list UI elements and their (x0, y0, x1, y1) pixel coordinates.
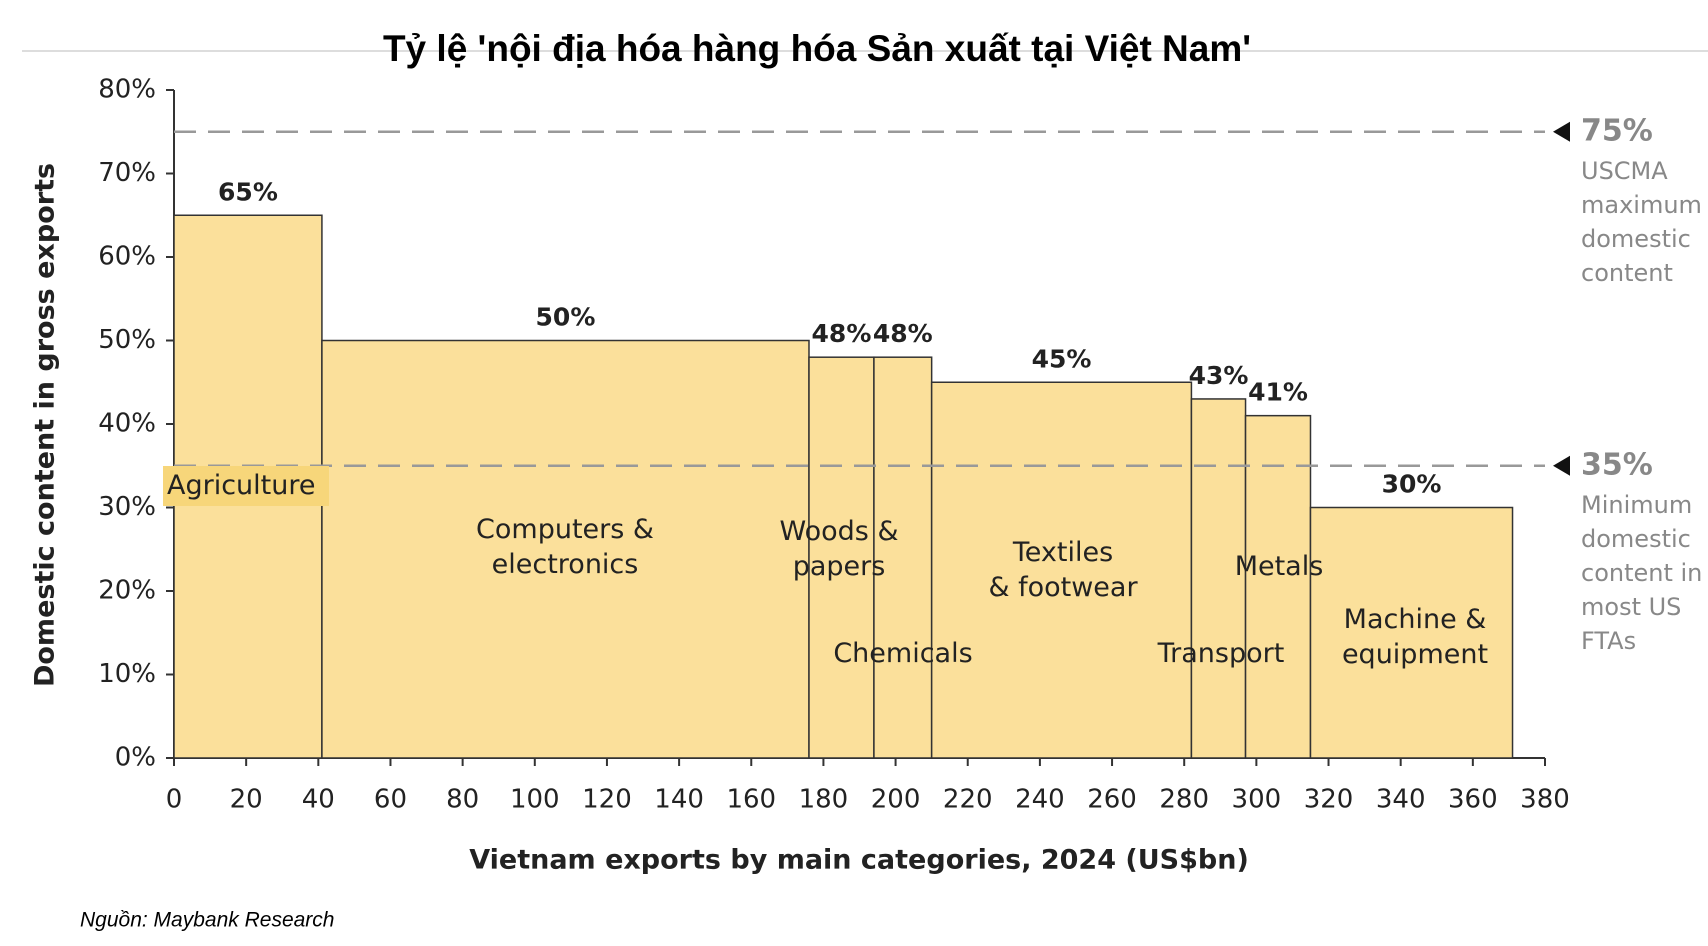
x-tick-label: 120 (582, 785, 632, 815)
x-tick-label: 20 (230, 785, 263, 815)
value-label: 50% (536, 303, 596, 332)
x-tick-label: 300 (1232, 785, 1282, 815)
category-label: Textiles & footwear (988, 537, 1138, 603)
reference-arrow (1553, 455, 1570, 476)
bar (1309, 506, 1514, 759)
x-tick-label: 280 (1159, 785, 1209, 815)
y-axis-title: Domestic content in gross exports (30, 163, 61, 687)
category-label: Transport (1157, 638, 1285, 669)
chart-title: Tỷ lệ 'nội địa hóa hàng hóa Sản xuất tại… (383, 28, 1251, 69)
bar (808, 356, 875, 759)
y-tick-label: 80% (98, 75, 156, 105)
y-tick-label: 40% (98, 409, 156, 439)
category-label: Computers & electronics (476, 514, 654, 580)
value-label: 45% (1032, 344, 1092, 373)
y-tick-label: 30% (98, 492, 156, 522)
category-label: Agriculture (167, 470, 316, 501)
x-tick-label: 260 (1087, 785, 1137, 815)
x-tick-label: 140 (654, 785, 704, 815)
x-tick-label: 40 (302, 785, 335, 815)
category-label: Machine & equipment (1342, 604, 1488, 670)
value-label: 65% (218, 177, 278, 206)
category-label: Chemicals (833, 638, 972, 669)
label-highlight (163, 466, 329, 506)
reference-note: maximum (1581, 191, 1702, 219)
x-tick-label: 0 (166, 785, 183, 815)
reference-note: FTAs (1581, 627, 1636, 655)
reference-label: 35% (1581, 447, 1653, 482)
y-tick-label: 10% (98, 659, 156, 689)
y-tick-label: 20% (98, 576, 156, 606)
x-tick-label: 160 (726, 785, 776, 815)
reference-note: most US (1581, 593, 1681, 621)
x-tick-label: 60 (374, 785, 407, 815)
x-tick-label: 340 (1376, 785, 1426, 815)
source-note: Nguồn: Maybank Research (80, 909, 334, 932)
x-axis-title: Vietnam exports by main categories, 2024… (469, 845, 1249, 876)
reference-note: domestic (1581, 525, 1691, 553)
y-tick-label: 0% (115, 743, 156, 773)
reference-note: USCMA (1581, 157, 1668, 185)
x-tick-label: 180 (799, 785, 849, 815)
bar (873, 356, 933, 759)
x-tick-label: 80 (446, 785, 479, 815)
bar (930, 381, 1193, 759)
y-tick-label: 60% (98, 242, 156, 272)
x-tick-label: 220 (943, 785, 993, 815)
reference-arrow (1553, 121, 1570, 142)
bar (1190, 398, 1247, 759)
bar (321, 339, 810, 759)
value-label: 43% (1189, 361, 1249, 390)
category-label: Metals (1235, 551, 1324, 582)
reference-label: 75% (1581, 113, 1653, 148)
x-tick-label: 200 (871, 785, 921, 815)
value-label: 48% (812, 319, 872, 348)
reference-note: content in (1581, 559, 1702, 587)
value-label: 30% (1382, 470, 1442, 499)
x-tick-label: 100 (510, 785, 560, 815)
x-tick-label: 360 (1448, 785, 1498, 815)
category-label: Woods & papers (780, 516, 899, 582)
value-label: 41% (1248, 378, 1308, 407)
value-label: 48% (873, 319, 933, 348)
reference-note: Minimum (1581, 491, 1692, 519)
reference-note: domestic (1581, 225, 1691, 253)
bar (1244, 414, 1312, 759)
reference-note: content (1581, 259, 1673, 287)
x-tick-label: 380 (1520, 785, 1570, 815)
x-tick-label: 240 (1015, 785, 1065, 815)
x-tick-label: 320 (1304, 785, 1354, 815)
y-tick-label: 70% (98, 158, 156, 188)
plot-area: 0% 10% 20% 30% 40% 50% 60% 70% 80% 0 20 40 60 80 100 12… (98, 75, 1702, 815)
y-tick-label: 50% (98, 325, 156, 355)
